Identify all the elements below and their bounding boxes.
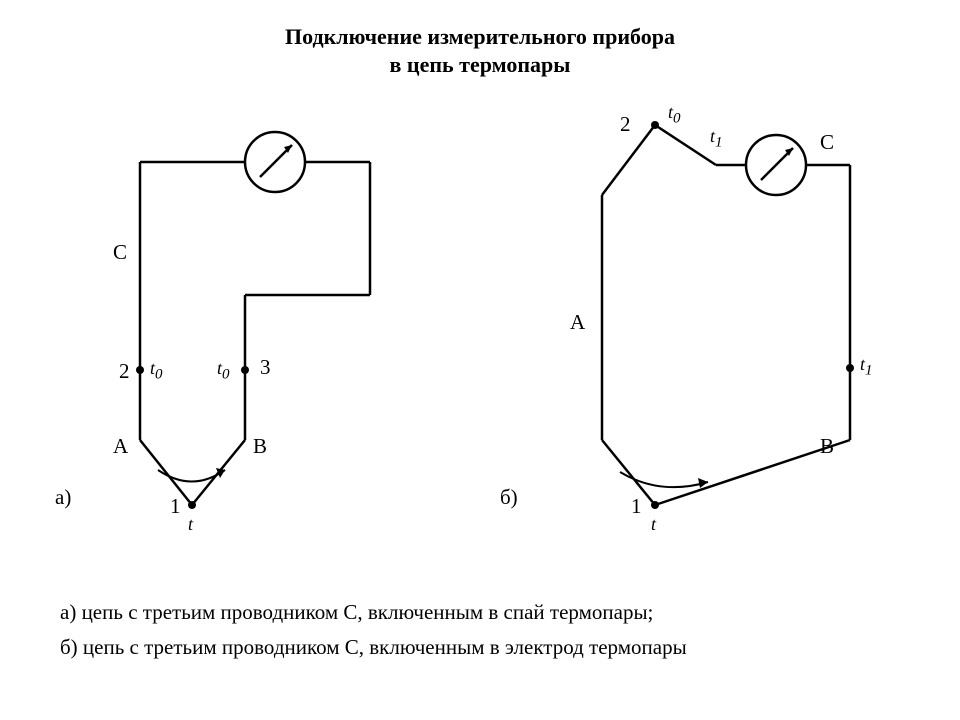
diagram-container: а) C A B 2 3 1 t t0 t0 (0, 110, 960, 550)
diagram-b-t0: t0 (668, 102, 681, 128)
caption-a: а) цепь с третьим проводником С, включен… (60, 600, 653, 625)
diagram-a-svg (40, 110, 460, 540)
diagram-b-t: t (651, 514, 656, 535)
diagram-a-node1: 1 (170, 494, 181, 519)
diagram-b-wire-b: B (820, 434, 834, 459)
caption-b: б) цепь с третьим проводником С, включен… (60, 635, 687, 660)
diagram-b-node2: 2 (620, 112, 631, 137)
diagram-b-label: б) (500, 485, 518, 510)
diagram-a-wire-c: C (113, 240, 127, 265)
diagram-a-label: а) (55, 485, 71, 510)
diagram-a-node3: 3 (260, 355, 271, 380)
diagram-a-t: t (188, 514, 193, 535)
diagram-a-t0-left: t0 (150, 358, 163, 384)
diagram-b-t1-top: t1 (710, 126, 723, 152)
diagram-a-t0-right: t0 (217, 358, 230, 384)
diagram-a-wire-b: B (253, 434, 267, 459)
diagram-a-wire-a: A (113, 434, 128, 459)
diagram-a-node2: 2 (119, 359, 130, 384)
diagram-b-node1: 1 (631, 494, 642, 519)
page-title-line2: в цепь термопары (0, 52, 960, 78)
page-title-line1: Подключение измерительного прибора (0, 24, 960, 50)
diagram-b-wire-a: A (570, 310, 585, 335)
diagram-b-wire-c: C (820, 130, 834, 155)
diagram-b-t1-right: t1 (860, 354, 873, 380)
diagram-b-svg-2 (480, 110, 940, 540)
